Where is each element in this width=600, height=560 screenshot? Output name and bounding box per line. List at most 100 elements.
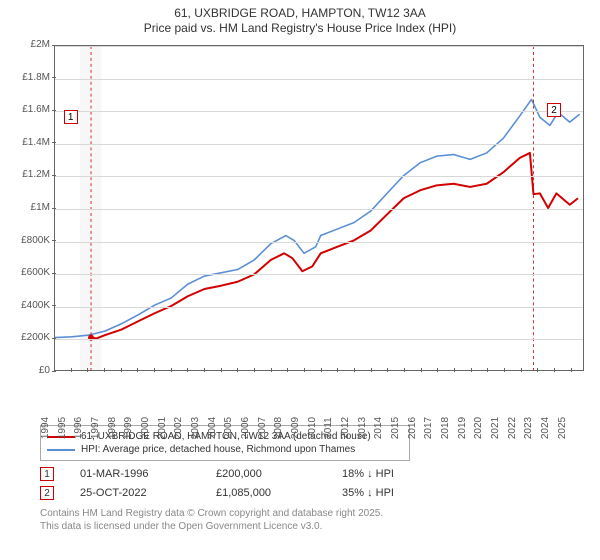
transaction-row: 1 01-MAR-1996 £200,000 18% ↓ HPI (40, 467, 600, 481)
x-tick-mark (321, 368, 322, 372)
x-tick: 2001 (157, 408, 168, 448)
x-tick: 1999 (123, 408, 134, 448)
gridline (55, 144, 583, 145)
x-tick: 2024 (540, 408, 551, 448)
x-tick-mark (371, 368, 372, 372)
transaction-row: 2 25-OCT-2022 £1,085,000 35% ↓ HPI (40, 486, 600, 500)
x-tick: 2017 (423, 408, 434, 448)
chart: £0£200K£400K£600K£800K£1M£1.2M£1.4M£1.6M… (10, 39, 590, 419)
x-tick: 2012 (340, 408, 351, 448)
transaction-price: £1,085,000 (216, 487, 316, 499)
y-tick: £1.8M (10, 72, 50, 83)
y-tick: £1M (10, 202, 50, 213)
x-tick: 2025 (557, 408, 568, 448)
y-tick: £1.6M (10, 104, 50, 115)
x-tick-mark (187, 368, 188, 372)
plot-area (54, 45, 584, 371)
x-tick: 2022 (507, 408, 518, 448)
gridline (55, 339, 583, 340)
transaction-delta: 35% ↓ HPI (342, 487, 394, 499)
title-main: 61, UXBRIDGE ROAD, HAMPTON, TW12 3AA (0, 6, 600, 20)
x-tick-mark (537, 368, 538, 372)
chart-svg (55, 46, 583, 370)
x-tick: 2013 (357, 408, 368, 448)
x-tick-mark (221, 368, 222, 372)
x-tick: 2003 (190, 408, 201, 448)
x-tick-mark (137, 368, 138, 372)
x-tick: 2020 (473, 408, 484, 448)
y-tick: £600K (10, 267, 50, 278)
annotation-marker: 2 (547, 103, 561, 117)
x-tick: 2019 (457, 408, 468, 448)
x-tick-mark (554, 368, 555, 372)
gridline (55, 242, 583, 243)
x-tick-mark (121, 368, 122, 372)
x-tick-mark (237, 368, 238, 372)
x-tick: 2014 (373, 408, 384, 448)
attrib-line1: Contains HM Land Registry data © Crown c… (40, 508, 600, 521)
x-tick: 2002 (173, 408, 184, 448)
x-tick: 1996 (73, 408, 84, 448)
attrib-line2: This data is licensed under the Open Gov… (40, 521, 600, 534)
x-tick: 2018 (440, 408, 451, 448)
x-tick: 2000 (140, 408, 151, 448)
transaction-rows: 1 01-MAR-1996 £200,000 18% ↓ HPI 2 25-OCT-202… (40, 467, 600, 500)
transaction-date: 25-OCT-2022 (80, 487, 190, 499)
x-tick: 2010 (307, 408, 318, 448)
x-tick-mark (504, 368, 505, 372)
x-tick: 2015 (390, 408, 401, 448)
x-tick-mark (87, 368, 88, 372)
legend-swatch (47, 449, 75, 451)
chart-titles: 61, UXBRIDGE ROAD, HAMPTON, TW12 3AA Pri… (0, 0, 600, 35)
x-tick: 2007 (257, 408, 268, 448)
x-tick: 2005 (223, 408, 234, 448)
x-tick-mark (154, 368, 155, 372)
x-tick-mark (354, 368, 355, 372)
x-tick: 1997 (90, 408, 101, 448)
x-tick-mark (104, 368, 105, 372)
x-tick-mark (287, 368, 288, 372)
title-sub: Price paid vs. HM Land Registry's House … (0, 21, 600, 35)
y-tick: £0 (10, 365, 50, 376)
x-tick: 2023 (523, 408, 534, 448)
y-tick: £200K (10, 332, 50, 343)
gridline (55, 274, 583, 275)
x-tick-mark (71, 368, 72, 372)
x-tick-mark (454, 368, 455, 372)
transaction-marker: 2 (40, 486, 54, 500)
transaction-marker: 1 (40, 467, 54, 481)
x-tick: 2016 (407, 408, 418, 448)
transaction-price: £200,000 (216, 468, 316, 480)
x-tick-mark (471, 368, 472, 372)
gridline (55, 46, 583, 47)
annotation-marker: 1 (64, 110, 78, 124)
transaction-delta: 18% ↓ HPI (342, 468, 394, 480)
y-tick: £400K (10, 300, 50, 311)
y-tick: £1.2M (10, 169, 50, 180)
gridline (55, 111, 583, 112)
x-tick: 2021 (490, 408, 501, 448)
gridline (55, 307, 583, 308)
x-tick-mark (437, 368, 438, 372)
x-tick: 2011 (323, 408, 334, 448)
x-tick-mark (271, 368, 272, 372)
x-tick-mark (204, 368, 205, 372)
x-tick-mark (254, 368, 255, 372)
x-tick-mark (487, 368, 488, 372)
x-tick-mark (521, 368, 522, 372)
x-tick: 2009 (290, 408, 301, 448)
x-tick-mark (387, 368, 388, 372)
x-tick-mark (54, 368, 55, 372)
y-tick: £800K (10, 235, 50, 246)
y-tick: £2M (10, 39, 50, 50)
transaction-date: 01-MAR-1996 (80, 468, 190, 480)
gridline (55, 79, 583, 80)
x-tick: 1998 (107, 408, 118, 448)
x-tick-mark (421, 368, 422, 372)
x-tick: 2004 (207, 408, 218, 448)
x-tick: 1994 (40, 408, 51, 448)
x-tick: 1995 (57, 408, 68, 448)
x-tick-mark (571, 368, 572, 372)
x-tick-mark (404, 368, 405, 372)
x-tick-mark (171, 368, 172, 372)
